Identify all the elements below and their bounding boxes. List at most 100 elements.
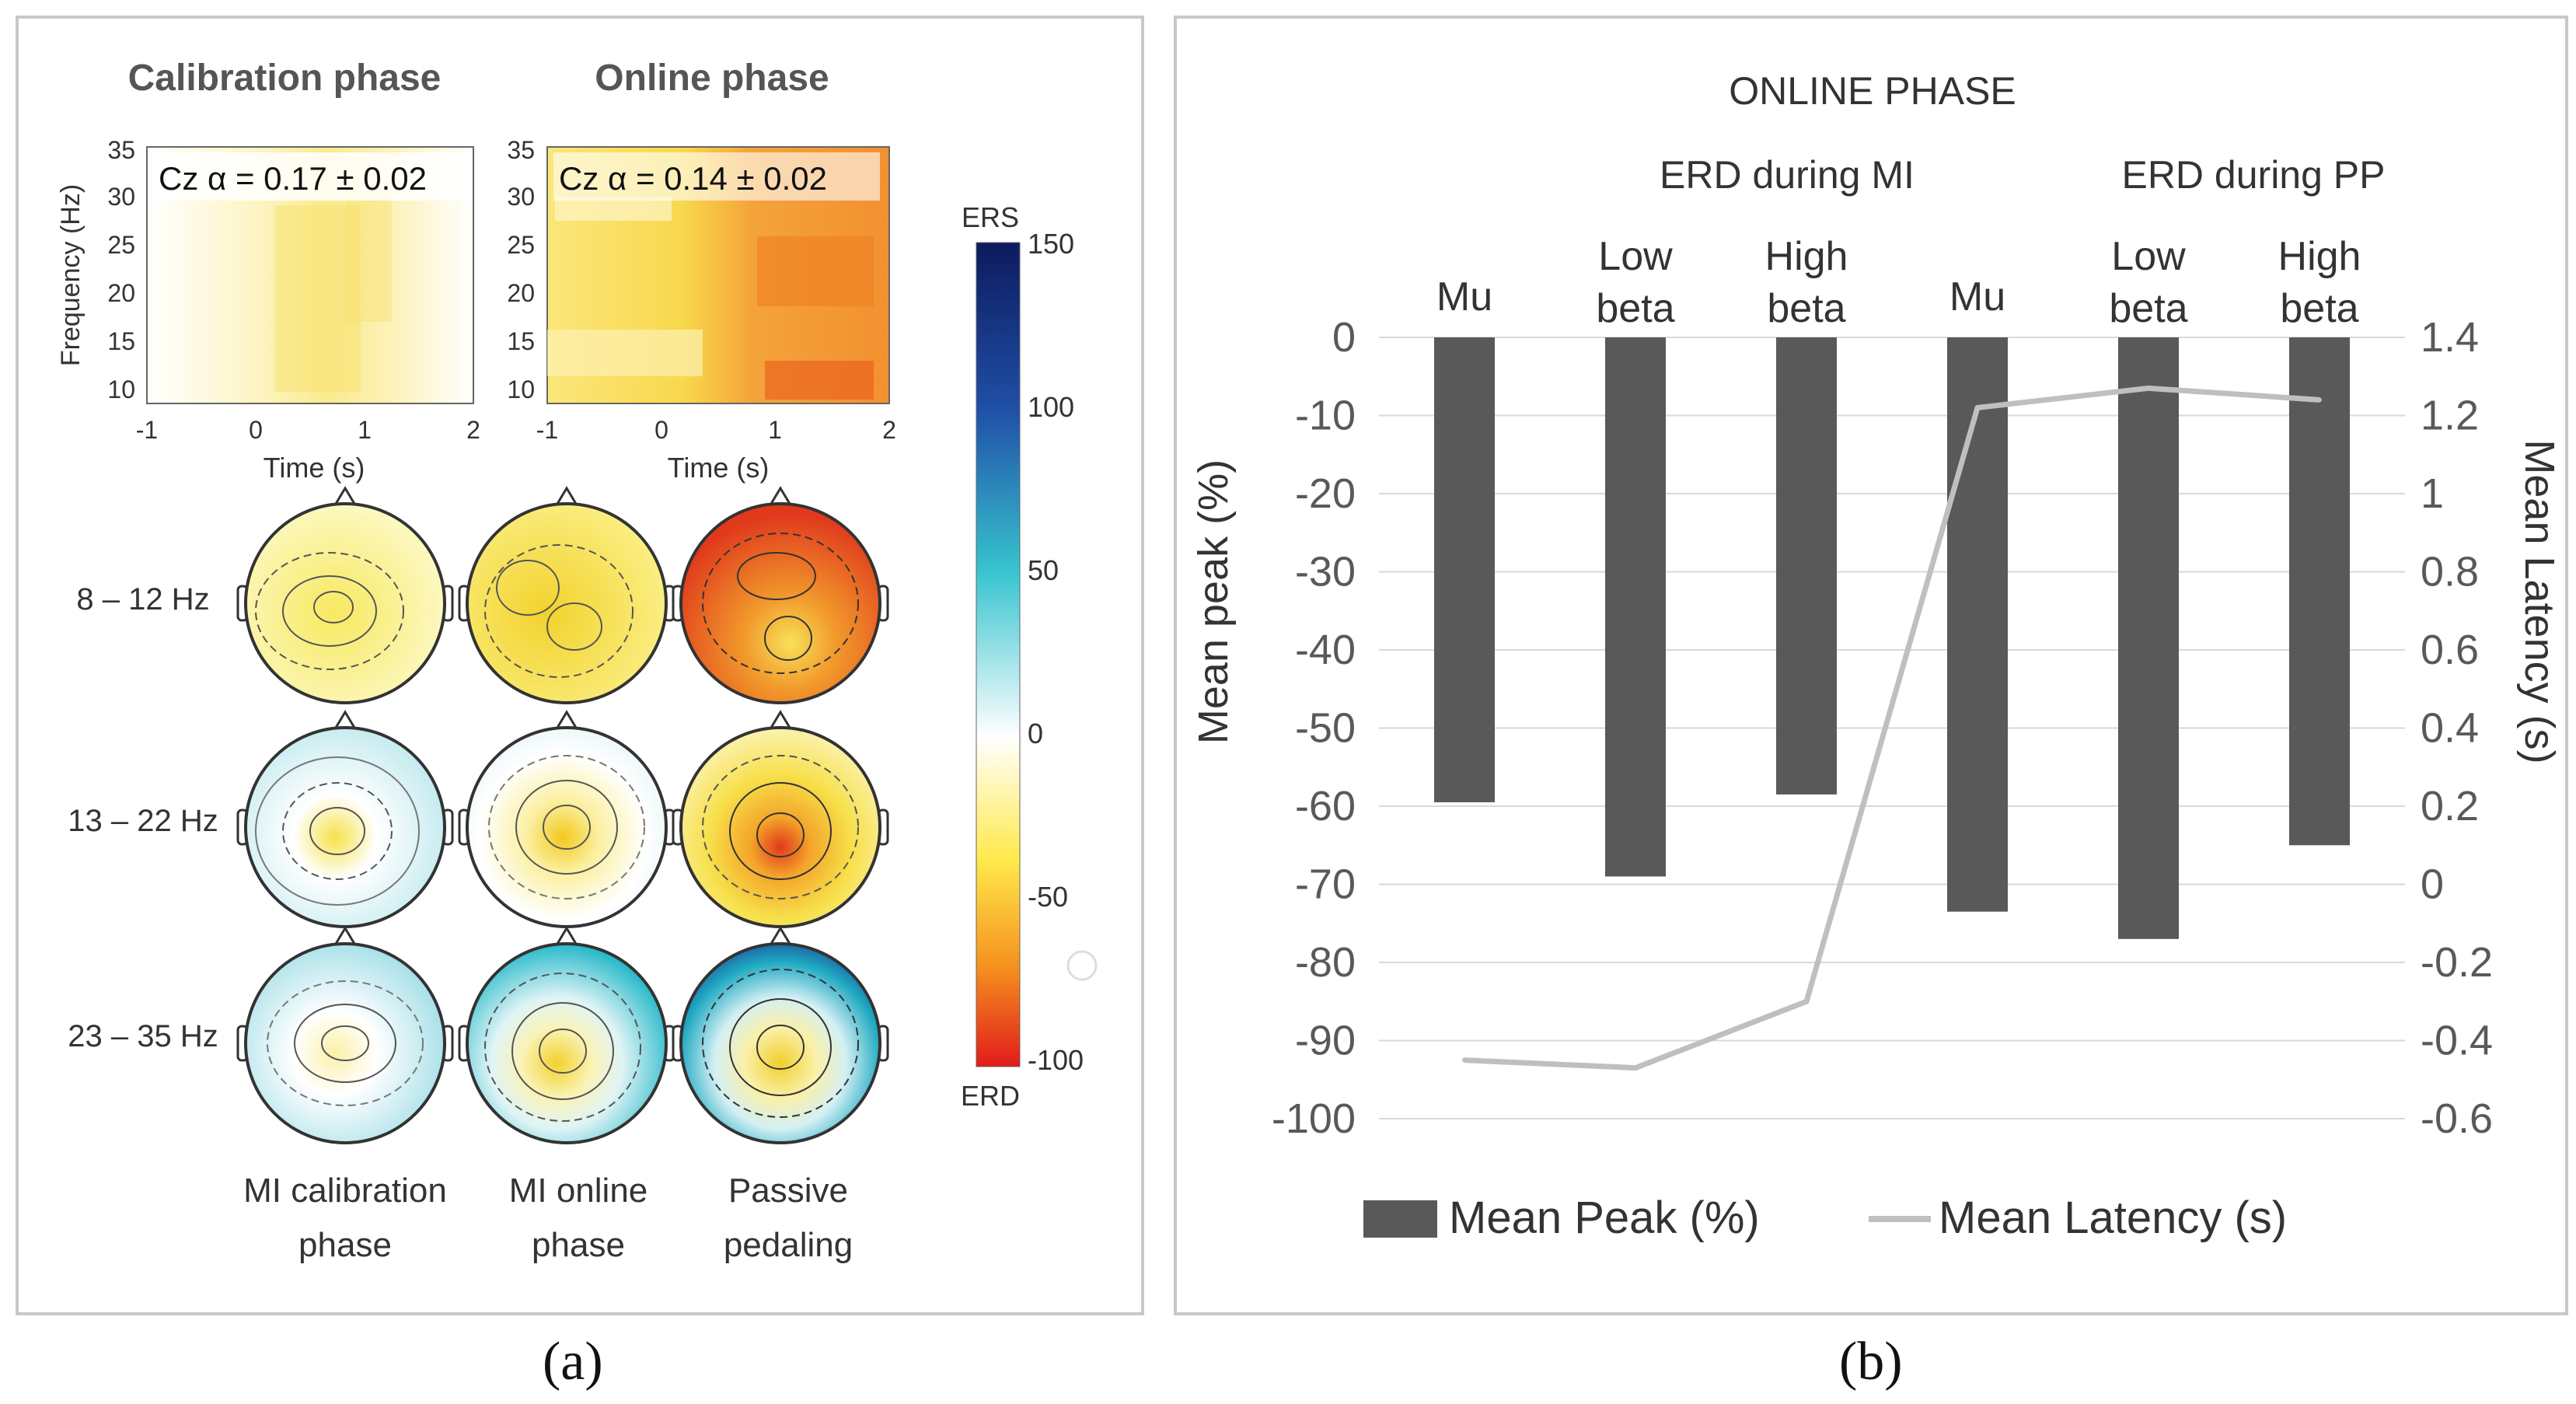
line-mean-latency [1464, 385, 2320, 1071]
topomap-mi-online-alpha [458, 486, 675, 704]
y2-tick-label: 0 [2421, 861, 2444, 908]
time-axis-label: Time (s) [264, 452, 365, 484]
y-tick-label: 0 [1332, 314, 1356, 361]
freq-tick: 10 [507, 375, 535, 403]
time-tick: 2 [466, 416, 480, 444]
online-annotation: Cz α = 0.14 ± 0.02 [559, 160, 827, 197]
band-label: 23 – 35 Hz [68, 1019, 218, 1053]
condition-label: Passive [728, 1172, 848, 1210]
y2-tick-label: -0.4 [2421, 1018, 2493, 1064]
bars [1434, 337, 2350, 939]
calibration-annotation: Cz α = 0.17 ± 0.02 [159, 160, 427, 197]
colorbar-top-label: ERS [962, 201, 1019, 233]
y2-tick-label: 0.2 [2421, 783, 2479, 829]
chart-title: ONLINE PHASE [1729, 69, 2016, 113]
y2-tick-label: 0.6 [2421, 627, 2479, 673]
panel-b: ONLINE PHASE ERD during MI ERD during PP… [1174, 16, 2568, 1315]
right-axis-label: Mean Latency (s) [2516, 439, 2563, 763]
category-label: Low [1598, 234, 1673, 279]
y-tick-label: -20 [1295, 470, 1356, 517]
topomap-passive-pedaling-alpha [672, 486, 889, 704]
point-mean-latency [1633, 1065, 1638, 1070]
point-mean-latency [2317, 397, 2322, 403]
eeg-figure: Calibration phase Online phase Cz α = 0.… [56, 58, 1098, 1264]
condition-label: phase [298, 1226, 392, 1264]
condition-label: MI calibration [243, 1172, 447, 1210]
y2-tick-label: -0.6 [2421, 1095, 2493, 1142]
latency-line [1462, 385, 2322, 1071]
freq-tick: 20 [507, 279, 535, 307]
bar-mean-peak [1605, 337, 1666, 877]
topomap-passive-pedaling-low-beta [672, 710, 889, 928]
y2-tick-label: 1 [2421, 470, 2444, 517]
time-tick: 0 [654, 416, 668, 444]
colorbar-tick: 100 [1028, 391, 1074, 423]
gridlines [1379, 337, 2405, 1119]
point-mean-latency [1975, 405, 1980, 410]
category-label: beta [1596, 286, 1674, 331]
y-tick-label: -10 [1295, 393, 1356, 439]
time-tick: 1 [768, 416, 782, 444]
group-label-mi: ERD during MI [1660, 153, 1915, 197]
colorbar [976, 242, 1021, 1067]
category-label: beta [2109, 286, 2187, 331]
point-mean-latency [2146, 386, 2151, 391]
decorative-circle-icon [1066, 950, 1098, 981]
category-label: Low [2111, 234, 2186, 279]
bar-mean-peak [1947, 337, 2008, 912]
category-label: beta [1767, 286, 1845, 331]
freq-tick: 25 [107, 231, 135, 259]
y-tick-label: -50 [1295, 705, 1356, 752]
caption-a: (a) [543, 1332, 603, 1392]
topomap-mi-calibration-alpha [236, 486, 454, 704]
category-label: Mu [1436, 274, 1492, 320]
time-tick: 1 [358, 416, 372, 444]
colorbar-tick: -100 [1028, 1044, 1084, 1076]
condition-label: phase [532, 1226, 625, 1264]
category-label: High [2278, 234, 2361, 279]
right-axis-ticks: 1.4 1.2 1 0.8 0.6 0.4 0.2 0 -0.2 -0.4 -0.6 [2421, 314, 2493, 1142]
legend-label-peak: Mean Peak (%) [1449, 1193, 1760, 1243]
topomap-mi-online-low-beta [458, 710, 675, 928]
y2-tick-label: -0.2 [2421, 939, 2493, 986]
band-label: 8 – 12 Hz [76, 582, 209, 616]
time-tick: 0 [249, 416, 263, 444]
topomap-mi-online-high-beta [458, 926, 675, 1144]
y2-tick-label: 0.4 [2421, 705, 2479, 752]
y-tick-label: -100 [1272, 1095, 1356, 1142]
colorbar-tick: 50 [1028, 554, 1059, 586]
topomap-passive-pedaling-high-beta [672, 926, 889, 1144]
online-phase-chart: ONLINE PHASE ERD during MI ERD during PP… [1190, 69, 2563, 1243]
freq-tick: 10 [107, 375, 135, 403]
bar-mean-peak [2289, 337, 2350, 846]
y-tick-label: -30 [1295, 549, 1356, 595]
y-tick-label: -40 [1295, 627, 1356, 673]
left-axis-ticks: 0 -10 -20 -30 -40 -50 -60 -70 -80 -90 -100 [1272, 314, 1356, 1142]
condition-label: MI online [509, 1172, 648, 1210]
caption-b: (b) [1839, 1332, 1903, 1392]
y2-tick-label: 1.2 [2421, 393, 2479, 439]
freq-tick: 35 [507, 136, 535, 164]
y-tick-label: -80 [1295, 939, 1356, 986]
legend-bar-swatch [1363, 1200, 1437, 1238]
topomap-mi-calibration-high-beta [236, 926, 454, 1144]
colorbar-tick: 150 [1028, 228, 1074, 260]
band-label: 13 – 22 Hz [68, 804, 218, 838]
freq-tick: 15 [507, 327, 535, 355]
topomap-mi-calibration-low-beta [236, 710, 454, 928]
y2-tick-label: 1.4 [2421, 314, 2479, 361]
freq-tick: 25 [507, 231, 535, 259]
online-phase-title: Online phase [595, 58, 829, 99]
calibration-phase-title: Calibration phase [128, 58, 442, 99]
freq-tick: 30 [107, 183, 135, 211]
colorbar-tick: -50 [1028, 881, 1068, 913]
panel-a: Calibration phase Online phase Cz α = 0.… [16, 16, 1144, 1315]
group-label-pp: ERD during PP [2121, 153, 2385, 197]
legend-label-latency: Mean Latency (s) [1939, 1193, 2287, 1243]
freq-tick: 15 [107, 327, 135, 355]
category-labels: Mu Low beta High beta Mu Low beta High beta [1436, 234, 2361, 331]
y-tick-label: -70 [1295, 861, 1356, 908]
freq-tick: 30 [507, 183, 535, 211]
freq-tick: 20 [107, 279, 135, 307]
category-label: Mu [1949, 274, 2005, 320]
